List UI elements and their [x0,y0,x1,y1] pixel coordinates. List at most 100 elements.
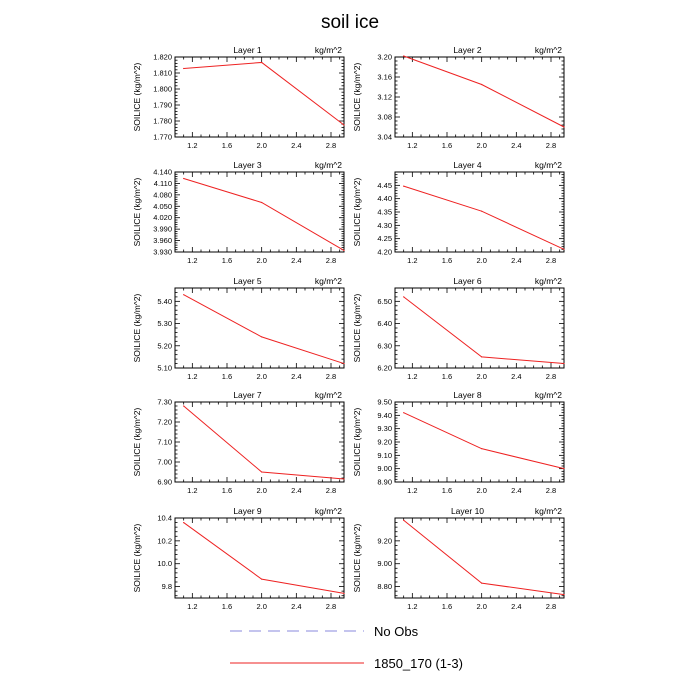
x-tick-label: 1.2 [187,486,197,495]
y-tick-label: 9.10 [377,451,392,460]
plot-frame [174,171,345,253]
chart-panel-1: 1.770 1.780 1.790 1.800 1.810 1.820 1.2 1.6 2.0 2… [132,45,345,150]
x-tick-label: 2.4 [511,256,521,265]
x-tick-label: 2.0 [476,486,486,495]
y-tick-label: 6.20 [377,364,392,373]
panel-units: kg/m^2 [535,160,562,170]
data-point [183,521,185,524]
y-tick-label: 8.90 [377,478,392,487]
y-axis-label: SOILICE (kg/m^2) [352,407,362,476]
y-tick-label: 10.2 [157,536,172,545]
legend: No Obs 1850_170 (1-3) [230,624,463,671]
data-point [343,124,345,126]
y-tick-label: 3.16 [377,73,392,82]
x-tick-label: 1.2 [407,141,417,150]
y-axis-label: SOILICE (kg/m^2) [132,523,142,592]
x-tick-label: 2.0 [476,602,486,611]
panel-units: kg/m^2 [535,506,562,516]
x-tick-label: 1.2 [407,602,417,611]
x-tick-label: 1.6 [222,256,232,265]
x-tick-label: 1.2 [407,256,417,265]
series-line [183,522,345,594]
x-tick-label: 2.4 [511,602,521,611]
chart-panel-9: 9.8 10.0 10.2 10.4 1.2 1.6 2.0 2.4 2.8 Layer 9 kg/… [132,506,345,611]
x-tick-label: 2.8 [546,486,556,495]
x-tick-label: 1.6 [222,486,232,495]
y-axis-label: SOILICE (kg/m^2) [132,177,142,246]
x-tick-label: 2.8 [326,256,336,265]
x-tick-label: 2.4 [291,602,301,611]
chart-panel-5: 5.10 5.20 5.30 5.40 1.2 1.6 2.0 2.4 2.8 Layer 5 kg… [132,276,345,381]
data-point [183,177,185,180]
y-tick-label: 4.20 [377,248,392,257]
panel-units: kg/m^2 [535,276,562,286]
series-line [403,519,565,596]
y-tick-label: 3.08 [377,113,392,122]
x-tick-label: 2.0 [256,486,266,495]
x-tick-label: 2.8 [326,486,336,495]
data-point [481,356,483,358]
data-point [261,578,263,580]
y-tick-label: 8.80 [377,582,392,591]
chart-panel-2: 3.04 3.08 3.12 3.16 3.20 1.2 1.6 2.0 2.4 2.8 Layer… [352,45,565,150]
y-tick-label: 9.8 [162,582,172,591]
y-tick-label: 4.35 [377,208,392,217]
y-tick-label: 4.050 [153,202,172,211]
x-tick-label: 2.0 [256,256,266,265]
y-tick-label: 9.00 [377,559,392,568]
y-tick-label: 1.820 [153,53,172,62]
chart-panel-7: 6.90 7.00 7.10 7.20 7.30 1.2 1.6 2.0 2.4 2.8 Layer… [132,390,345,495]
data-point [563,593,565,596]
panel-units: kg/m^2 [315,45,342,55]
data-point [481,582,483,584]
y-tick-label: 4.110 [154,179,172,188]
x-tick-label: 1.2 [187,141,197,150]
panel-title: Layer 6 [453,276,482,286]
x-tick-label: 1.2 [187,602,197,611]
y-tick-label: 5.40 [157,297,172,306]
data-point [261,61,263,64]
data-point [183,294,185,296]
y-tick-label: 9.00 [377,464,392,473]
x-tick-label: 2.8 [546,256,556,265]
data-point [183,405,185,407]
panel-title: Layer 2 [453,45,482,55]
data-point [261,471,263,473]
series-line [403,412,565,470]
series-line [403,185,565,250]
x-tick-label: 1.2 [407,372,417,381]
y-tick-label: 5.10 [157,364,172,373]
y-tick-label: 7.20 [157,418,172,427]
data-point [481,448,483,450]
plot-frame [394,56,565,138]
y-tick-label: 6.50 [377,297,392,306]
data-point [343,478,345,480]
x-tick-label: 2.4 [511,141,521,150]
data-point [343,249,345,252]
data-point [343,592,345,595]
x-tick-label: 2.0 [256,602,266,611]
data-point [261,336,263,338]
x-tick-label: 2.0 [476,256,486,265]
data-point [403,519,405,521]
data-point [403,412,405,414]
y-tick-label: 9.20 [377,536,392,545]
y-tick-label: 9.50 [377,398,392,407]
panel-title: Layer 4 [453,160,482,170]
y-tick-label: 1.780 [153,117,172,126]
y-tick-label: 9.20 [377,438,392,447]
series-line [183,178,345,251]
data-point [563,248,565,250]
y-tick-label: 7.10 [157,438,172,447]
y-tick-label: 3.960 [153,236,172,245]
data-point [183,67,185,70]
y-tick-label: 9.40 [377,411,392,420]
x-tick-label: 2.0 [256,141,266,150]
data-point [563,362,565,365]
x-tick-label: 1.6 [442,486,452,495]
y-tick-label: 3.20 [377,53,392,62]
data-point [403,55,405,57]
series-line [183,294,345,365]
x-tick-label: 2.8 [546,372,556,381]
panel-title: Layer 8 [453,390,482,400]
